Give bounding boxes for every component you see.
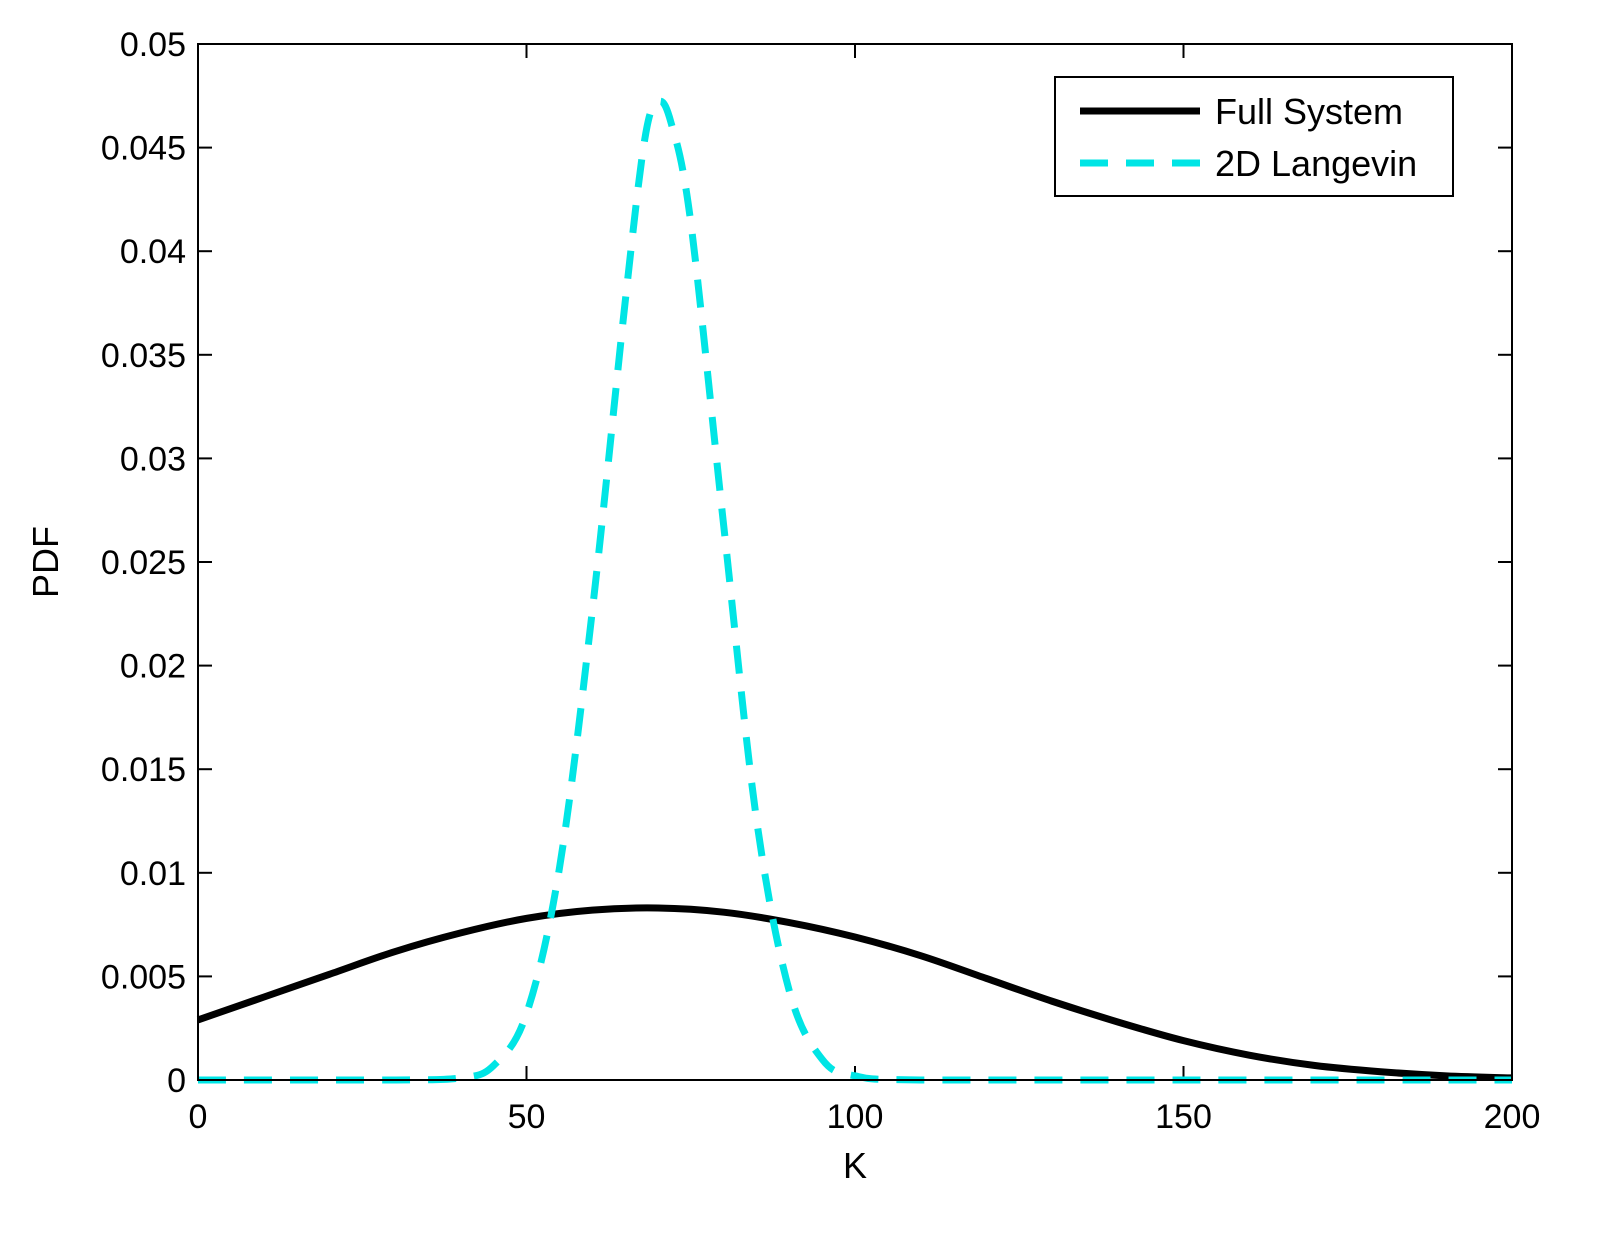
- y-tick-label: 0.015: [101, 751, 186, 789]
- series-line-2d-langevin: [198, 97, 1512, 1084]
- y-tick-label: 0.03: [120, 440, 186, 478]
- x-tick-label: 50: [508, 1098, 546, 1136]
- y-tick-label: 0.035: [101, 337, 186, 375]
- y-axis-ticks: 0 0.005 0.01 0.015 0.02 0.025 0.03 0.035 0.04 0.0…: [101, 26, 1512, 1100]
- legend-label-2d-langevin: 2D Langevin: [1215, 143, 1417, 184]
- y-tick-label: 0.005: [101, 958, 186, 996]
- x-tick-label: 0: [189, 1098, 208, 1136]
- y-tick-label: 0.04: [120, 233, 186, 271]
- y-tick-label: 0: [167, 1062, 186, 1100]
- legend-label-full-system: Full System: [1215, 91, 1403, 132]
- y-tick-label: 0.02: [120, 648, 186, 686]
- series-layer: [196, 97, 1513, 1084]
- x-tick-label: 150: [1155, 1098, 1212, 1136]
- y-tick-label: 0.01: [120, 855, 186, 893]
- y-tick-label: 0.05: [120, 26, 186, 64]
- x-tick-label: 200: [1484, 1098, 1541, 1136]
- legend-box: [1054, 76, 1454, 197]
- legend: Full System 2D Langevin: [1054, 76, 1454, 197]
- y-tick-label: 0.045: [101, 130, 186, 168]
- y-axis-label: PDF: [25, 526, 66, 598]
- x-axis-label: K: [843, 1145, 867, 1186]
- series-line-full-system: [196, 904, 1513, 1082]
- y-tick-label: 0.025: [101, 544, 186, 582]
- x-tick-label: 100: [827, 1098, 884, 1136]
- plot-area-frame: [197, 43, 1513, 1081]
